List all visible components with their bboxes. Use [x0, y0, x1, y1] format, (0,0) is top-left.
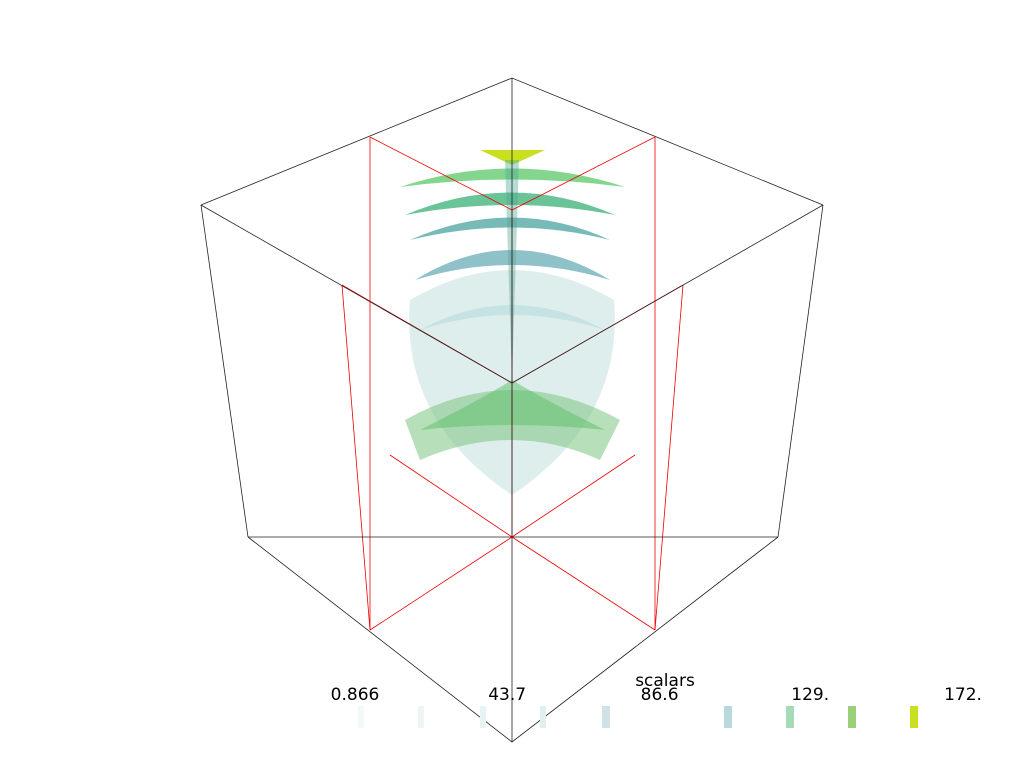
scalar-bar-label: 43.7 — [488, 685, 526, 705]
scalar-bar-label: 172. — [944, 685, 982, 705]
scalar-bar-label: 129. — [791, 685, 829, 705]
bounding-box — [200, 77, 824, 743]
scalar-bar-label: 86.6 — [641, 685, 679, 705]
scalar-bar-label: 0.866 — [331, 685, 380, 705]
volume — [400, 150, 625, 495]
scalar-bar-swatches — [358, 706, 918, 728]
scalar-bar-title: scalars — [635, 671, 695, 691]
